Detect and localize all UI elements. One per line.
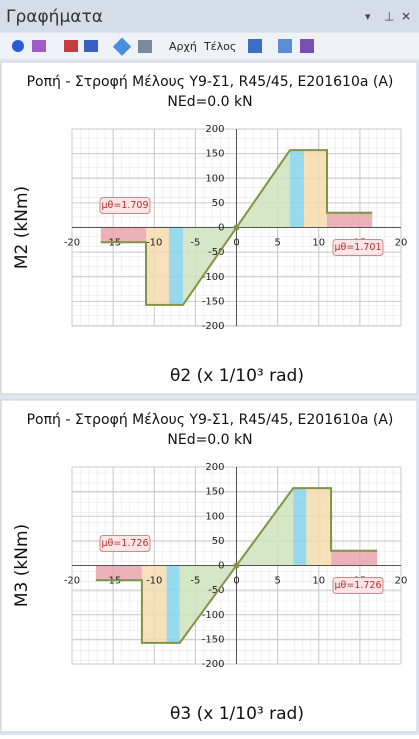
y-tick-label: -50	[208, 247, 224, 258]
annotation: μθ=1.701	[334, 242, 381, 253]
y-tick-label: 50	[212, 536, 225, 547]
region	[95, 565, 142, 581]
x-tick-label: 10	[312, 238, 325, 249]
x-tick-label: 20	[395, 238, 408, 249]
window-title: Γραφήματα	[6, 7, 103, 27]
toolbar-button[interactable]: Τέλος	[203, 40, 236, 53]
region	[146, 227, 170, 305]
y-axis-label: M3 (kNm)	[12, 524, 32, 607]
tool-icon[interactable]	[12, 40, 24, 52]
y-tick-label: 0	[218, 561, 224, 572]
y-tick-label: 100	[205, 511, 224, 522]
toolbar-button[interactable]: Αρχή	[169, 40, 197, 53]
tool-icon[interactable]	[278, 39, 292, 53]
x-tick-label: -10	[146, 576, 162, 587]
annotation: μθ=1.726	[334, 580, 381, 591]
annotation-box	[99, 535, 151, 552]
y-tick-label: -200	[202, 659, 225, 670]
x-axis-label: θ3 (x 1/10³ rad)	[170, 704, 304, 724]
x-axis-label: θ2 (x 1/10³ rad)	[170, 366, 304, 386]
pin[interactable]: ⊥	[384, 10, 394, 24]
annotation-box	[99, 197, 151, 214]
y-tick-label: -200	[202, 321, 225, 332]
y-tick-label: 0	[218, 223, 224, 234]
y-tick-label: 150	[205, 487, 224, 498]
chart-subtitle: NEd=0.0 kN	[167, 94, 252, 110]
annotation-box	[332, 239, 384, 256]
region	[331, 550, 378, 566]
x-tick-label: -20	[64, 238, 80, 249]
x-tick-label: 5	[274, 576, 280, 587]
origin-point	[233, 562, 240, 569]
region	[166, 565, 180, 643]
tool-icon[interactable]	[300, 39, 314, 53]
origin-point	[233, 224, 240, 231]
x-tick-label: 0	[233, 576, 239, 587]
y-tick-label: -100	[202, 610, 225, 621]
y-tick-label: 100	[205, 173, 224, 184]
x-tick-label: -20	[64, 576, 80, 587]
region	[303, 150, 327, 228]
chart-title: Ροπή - Στροφή Μέλους Υ9-Σ1, R45/45, Ε201…	[27, 412, 394, 428]
region	[169, 227, 184, 305]
x-tick-label: 5	[274, 238, 280, 249]
y-tick-label: -100	[202, 272, 225, 283]
y-tick-label: 200	[205, 462, 224, 473]
chart-subtitle: NEd=0.0 kN	[167, 432, 252, 448]
annotation: μθ=1.709	[101, 200, 148, 211]
region	[289, 150, 304, 228]
x-tick-label: -5	[190, 238, 200, 249]
region	[293, 488, 307, 566]
region	[141, 565, 167, 643]
y-tick-label: -150	[202, 634, 225, 645]
dropdown[interactable]: ▾	[365, 10, 371, 23]
x-tick-label: 10	[312, 576, 325, 587]
tool-icon[interactable]	[32, 40, 46, 52]
y-axis-label: M2 (kNm)	[12, 186, 32, 269]
chart-title: Ροπή - Στροφή Μέλους Υ9-Σ1, R45/45, Ε201…	[27, 74, 394, 90]
y-tick-label: 150	[205, 149, 224, 160]
tool-icon[interactable]	[64, 40, 78, 52]
region	[306, 488, 332, 566]
tool-icon[interactable]	[248, 39, 262, 53]
annotation: μθ=1.726	[101, 538, 148, 549]
region	[326, 212, 373, 228]
x-tick-label: -10	[146, 238, 162, 249]
y-tick-label: 200	[205, 124, 224, 135]
tool-icon[interactable]	[112, 37, 132, 56]
close[interactable]: ✕	[401, 10, 411, 24]
annotation-box	[332, 577, 384, 594]
tool-icon[interactable]	[84, 40, 98, 52]
title-bar	[0, 0, 419, 32]
tool-icon[interactable]	[138, 40, 152, 53]
region	[100, 227, 147, 243]
y-tick-label: -150	[202, 296, 225, 307]
x-tick-label: 0	[233, 238, 239, 249]
y-tick-label: 50	[212, 198, 225, 209]
x-tick-label: -5	[190, 576, 200, 587]
y-tick-label: -50	[208, 585, 224, 596]
x-tick-label: 20	[395, 576, 408, 587]
